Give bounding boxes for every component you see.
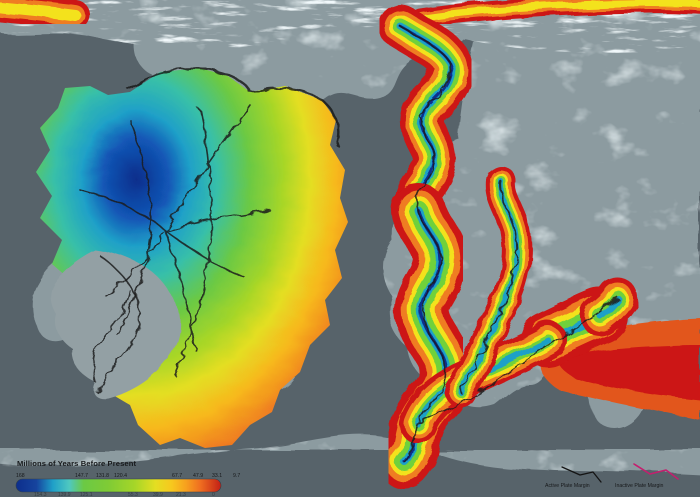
svg-text:55.3: 55.3 <box>128 492 138 497</box>
svg-text:120.4: 120.4 <box>114 473 127 479</box>
svg-text:47.9: 47.9 <box>193 473 203 479</box>
svg-text:39.9: 39.9 <box>153 492 163 497</box>
svg-text:67.7: 67.7 <box>172 473 182 479</box>
svg-text:168: 168 <box>16 473 25 479</box>
svg-text:147.7: 147.7 <box>75 473 88 479</box>
svg-text:131.8: 131.8 <box>96 473 109 479</box>
svg-text:Millions of Years Before Prese: Millions of Years Before Present <box>17 459 136 468</box>
svg-text:154.3: 154.3 <box>34 492 47 497</box>
svg-text:Inactive Plate Margin: Inactive Plate Margin <box>615 483 664 489</box>
svg-text:9.7: 9.7 <box>233 473 240 479</box>
svg-text:Active Plate Margin: Active Plate Margin <box>545 483 590 489</box>
svg-text:125.1: 125.1 <box>80 492 93 497</box>
svg-text:21.3: 21.3 <box>176 492 186 497</box>
svg-text:0: 0 <box>212 492 215 497</box>
svg-text:33.1: 33.1 <box>212 473 222 479</box>
svg-text:139.9: 139.9 <box>58 492 71 497</box>
